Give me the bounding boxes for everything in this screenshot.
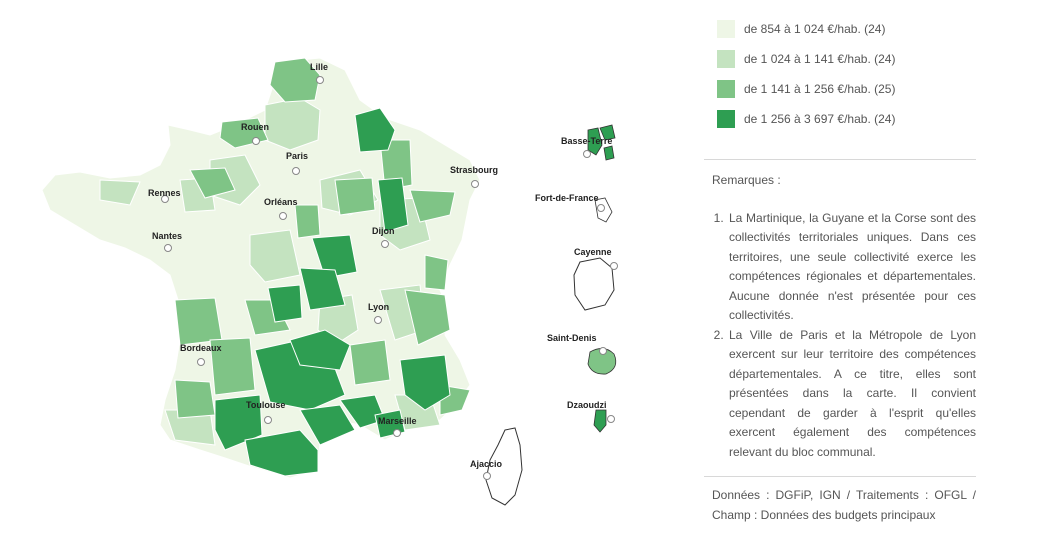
toulouse-label: Toulouse — [246, 400, 285, 410]
corsica — [485, 427, 523, 506]
dzaoudzi-label: Dzaoudzi — [567, 400, 607, 410]
legend-label: de 854 à 1 024 €/hab. (24) — [744, 22, 886, 36]
legend-label: de 1 024 à 1 141 €/hab. (24) — [744, 52, 896, 66]
legend-swatch — [716, 109, 736, 129]
city-markers: Lille Rouen Paris Strasbourg Rennes Orlé… — [148, 62, 618, 480]
remark-item: La Ville de Paris et la Métropole de Lyo… — [727, 326, 976, 463]
map-legend: de 854 à 1 024 €/hab. (24) de 1 024 à 1 … — [716, 14, 895, 134]
regions-class-3 — [174, 57, 471, 419]
legend-label: de 1 141 à 1 256 €/hab. (25) — [744, 82, 896, 96]
rennes-label: Rennes — [148, 188, 181, 198]
marseille-marker[interactable] — [393, 429, 401, 437]
mayotte — [593, 409, 607, 433]
dijon-marker[interactable] — [381, 240, 389, 248]
remarks-section: Remarques : La Martinique, la Guyane et … — [712, 171, 976, 462]
remark-item: La Martinique, la Guyane et la Corse son… — [727, 209, 976, 326]
divider-bottom — [704, 476, 976, 477]
lille-label: Lille — [310, 62, 328, 72]
rennes-marker[interactable] — [161, 195, 169, 203]
legend-swatch — [716, 19, 736, 39]
toulouse-marker[interactable] — [264, 416, 272, 424]
saint-denis-label: Saint-Denis — [547, 333, 597, 343]
cayenne-label: Cayenne — [574, 247, 612, 257]
marseille-label: Marseille — [378, 416, 417, 426]
ajaccio-marker[interactable] — [483, 472, 491, 480]
lyon-marker[interactable] — [374, 316, 382, 324]
rouen-marker[interactable] — [252, 137, 260, 145]
legend-swatch — [716, 49, 736, 69]
paris-label: Paris — [286, 151, 308, 161]
dzaoudzi-marker[interactable] — [607, 415, 615, 423]
data-source-note: Données : DGFiP, IGN / Traitements : OFG… — [712, 488, 976, 522]
lyon-label: Lyon — [368, 302, 389, 312]
nantes-label: Nantes — [152, 231, 182, 241]
bordeaux-label: Bordeaux — [180, 343, 222, 353]
remarks-list: La Martinique, la Guyane et la Corse son… — [712, 209, 976, 463]
legend-item[interactable]: de 1 141 à 1 256 €/hab. (25) — [716, 74, 895, 104]
basse-terre-marker[interactable] — [583, 150, 591, 158]
france-map[interactable]: Lille Rouen Paris Strasbourg Rennes Orlé… — [0, 0, 690, 538]
strasbourg-marker[interactable] — [471, 180, 479, 188]
nantes-marker[interactable] — [164, 244, 172, 252]
saint-denis-marker[interactable] — [599, 347, 607, 355]
legend-label: de 1 256 à 3 697 €/hab. (24) — [744, 112, 896, 126]
fort-de-france-marker[interactable] — [597, 204, 605, 212]
remarks-title: Remarques : — [712, 173, 781, 187]
orleans-marker[interactable] — [279, 212, 287, 220]
rouen-label: Rouen — [241, 122, 269, 132]
paris-marker[interactable] — [292, 167, 300, 175]
legend-swatch — [716, 79, 736, 99]
guadeloupe — [587, 124, 616, 161]
legend-item[interactable]: de 1 256 à 3 697 €/hab. (24) — [716, 104, 895, 134]
divider-top — [704, 159, 976, 160]
cayenne-marker[interactable] — [610, 262, 618, 270]
legend-item[interactable]: de 1 024 à 1 141 €/hab. (24) — [716, 44, 895, 74]
guyane — [573, 257, 615, 311]
fort-de-france-label: Fort-de-France — [535, 193, 599, 203]
ajaccio-label: Ajaccio — [470, 459, 503, 469]
orleans-label: Orléans — [264, 197, 298, 207]
basse-terre-label: Basse-Terre — [561, 136, 612, 146]
strasbourg-label: Strasbourg — [450, 165, 498, 175]
regions-class-4 — [214, 107, 451, 477]
legend-item[interactable]: de 854 à 1 024 €/hab. (24) — [716, 14, 895, 44]
bordeaux-marker[interactable] — [197, 358, 205, 366]
lille-marker[interactable] — [316, 76, 324, 84]
dijon-label: Dijon — [372, 226, 395, 236]
